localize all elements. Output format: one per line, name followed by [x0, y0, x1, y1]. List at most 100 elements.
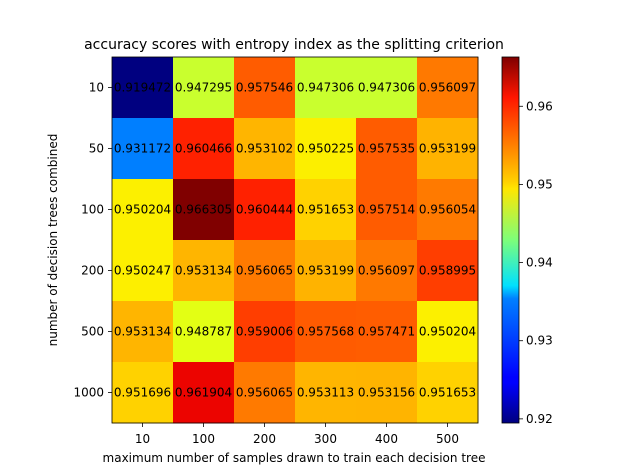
cell-value-label: 0.950247 [114, 264, 171, 278]
x-tick-label: 100 [192, 432, 215, 446]
heatmap-cell [173, 179, 235, 241]
heatmap-cell [112, 362, 174, 424]
y-tick-label: 50 [89, 142, 104, 156]
y-tick-label: 1000 [73, 386, 104, 400]
cell-value-label: 0.957471 [358, 325, 415, 339]
heatmap-cell [417, 179, 479, 241]
heatmap-cell [417, 118, 479, 180]
heatmap-cell [112, 240, 174, 302]
colorbar-tick-label: 0.95 [526, 177, 553, 191]
x-tick-label: 400 [375, 432, 398, 446]
heatmap-cell [356, 57, 418, 119]
y-tick-label: 200 [81, 264, 104, 278]
cell-value-label: 0.956097 [419, 81, 476, 95]
heatmap-cell [173, 301, 235, 363]
colorbar: 0.92 0.93 0.94 0.95 0.96 [501, 56, 553, 426]
x-tick-label: 10 [135, 432, 150, 446]
cell-value-label: 0.947295 [175, 81, 232, 95]
heatmap-cell [173, 57, 235, 119]
heatmap-cell [234, 240, 296, 302]
cell-value-label: 0.919472 [114, 81, 171, 95]
x-tick-label: 300 [314, 432, 337, 446]
heatmap-cell [234, 362, 296, 424]
plot-frame [111, 56, 479, 424]
colorbar-tick-label: 0.96 [526, 99, 553, 113]
heatmap-cell [356, 362, 418, 424]
x-tick-label: 200 [253, 432, 276, 446]
heatmap-cell [295, 362, 357, 424]
x-axis-ticks: 10 100 200 300 400 500 [135, 423, 459, 446]
heatmap-cell [234, 57, 296, 119]
heatmap-cell [417, 301, 479, 363]
heatmap-cells [111, 56, 479, 424]
heatmap-cell [173, 118, 235, 180]
cell-value-label: 0.953102 [236, 142, 293, 156]
colorbar-tick-label: 0.94 [526, 256, 553, 270]
colorbar-tick-label: 0.92 [526, 412, 553, 426]
heatmap-cell [112, 118, 174, 180]
cell-value-label: 0.931172 [114, 142, 171, 156]
heatmap-cell [112, 301, 174, 363]
heatmap-cell [356, 118, 418, 180]
heatmap-cell [356, 179, 418, 241]
cell-value-label: 0.950204 [419, 325, 476, 339]
cell-value-label: 0.953134 [114, 325, 171, 339]
x-axis-label: maximum number of samples drawn to train… [103, 451, 486, 465]
colorbar-tick-label: 0.93 [526, 334, 553, 348]
heatmap-cell [234, 301, 296, 363]
heatmap-cell [417, 240, 479, 302]
heatmap-cell [417, 57, 479, 119]
colorbar-gradient [501, 56, 520, 424]
cell-value-label: 0.957535 [358, 142, 415, 156]
heatmap-cell [234, 118, 296, 180]
cell-value-label: 0.950204 [114, 203, 171, 217]
cell-value-label: 0.957514 [358, 203, 415, 217]
cell-value-label: 0.961904 [175, 386, 232, 400]
cell-value-label: 0.953199 [419, 142, 476, 156]
y-axis-ticks: 10 50 100 200 500 1000 [73, 81, 112, 400]
cell-value-label: 0.960466 [175, 142, 232, 156]
cell-value-label: 0.953156 [358, 386, 415, 400]
heatmap-cell [234, 179, 296, 241]
cell-value-label: 0.951653 [419, 386, 476, 400]
cell-value-label: 0.957568 [297, 325, 354, 339]
heatmap-cell [356, 301, 418, 363]
y-axis-label: number of decision trees combined [46, 134, 60, 347]
y-tick-label: 100 [81, 203, 104, 217]
cell-value-label: 0.951696 [114, 386, 171, 400]
cell-value-label: 0.948787 [175, 325, 232, 339]
cell-value-label: 0.953199 [297, 264, 354, 278]
cell-value-label: 0.956065 [236, 386, 293, 400]
cell-value-label: 0.956097 [358, 264, 415, 278]
cell-value-label: 0.960444 [236, 203, 293, 217]
heatmap-cell [173, 362, 235, 424]
cell-value-label: 0.947306 [297, 81, 354, 95]
y-tick-label: 500 [81, 325, 104, 339]
colorbar-ticks: 0.92 0.93 0.94 0.95 0.96 [519, 99, 553, 426]
cell-value-label: 0.956054 [419, 203, 476, 217]
heatmap-cell [112, 57, 174, 119]
heatmap-cell-labels: 0.919472 0.947295 0.957546 0.947306 0.947306… [114, 81, 476, 400]
heatmap-cell [295, 179, 357, 241]
cell-value-label: 0.947306 [358, 81, 415, 95]
cell-value-label: 0.953134 [175, 264, 232, 278]
heatmap-cell [295, 118, 357, 180]
heatmap-cell [295, 57, 357, 119]
heatmap-cell [295, 240, 357, 302]
cell-value-label: 0.966305 [175, 203, 232, 217]
cell-value-label: 0.959006 [236, 325, 293, 339]
chart-title: accuracy scores with entropy index as th… [84, 37, 504, 53]
heatmap-cell [417, 362, 479, 424]
cell-value-label: 0.957546 [236, 81, 293, 95]
cell-value-label: 0.958995 [419, 264, 476, 278]
heatmap-cell [112, 179, 174, 241]
heatmap-cell [356, 240, 418, 302]
cell-value-label: 0.953113 [297, 386, 354, 400]
y-tick-label: 10 [89, 81, 104, 95]
cell-value-label: 0.951653 [297, 203, 354, 217]
heatmap-cell [173, 240, 235, 302]
cell-value-label: 0.950225 [297, 142, 354, 156]
heatmap-cell [295, 301, 357, 363]
cell-value-label: 0.956065 [236, 264, 293, 278]
